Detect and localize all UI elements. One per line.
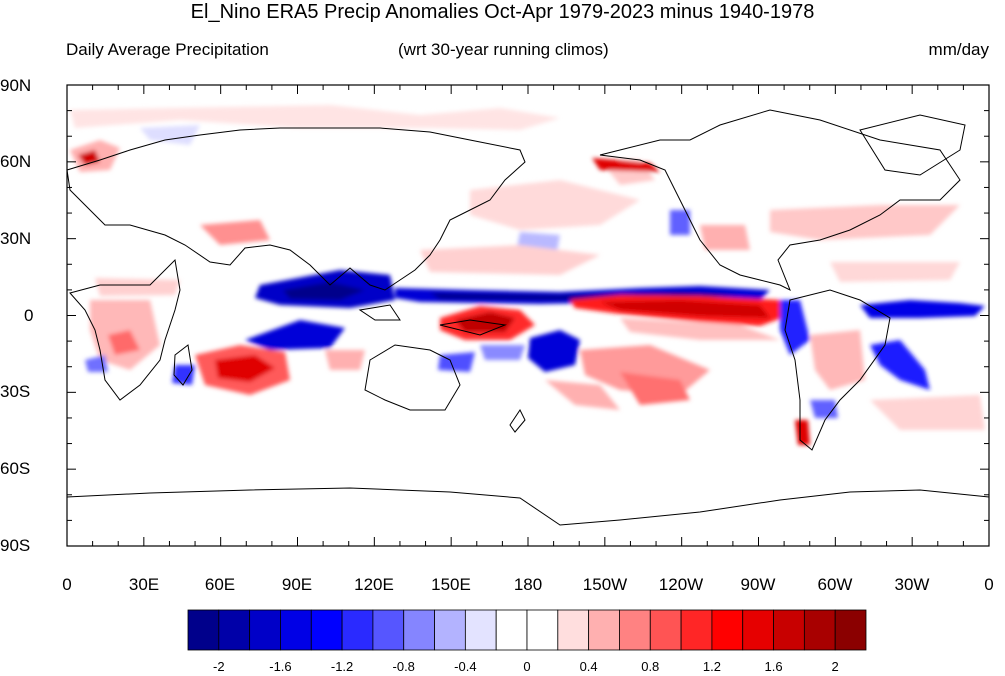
lat-label: 90N bbox=[0, 76, 32, 95]
colorbar-label: 0 bbox=[523, 659, 531, 674]
lon-label: 90W bbox=[740, 575, 776, 594]
map-background bbox=[67, 85, 989, 546]
lon-label: 90E bbox=[281, 575, 313, 594]
lon-label: 180 bbox=[513, 575, 543, 594]
colorbar-swatch bbox=[649, 609, 682, 651]
colorbar-swatch bbox=[464, 609, 497, 651]
colorbar-label: -1.6 bbox=[269, 659, 292, 674]
colorbar-swatch bbox=[588, 609, 620, 651]
colorbar-label: -1.2 bbox=[330, 659, 354, 674]
colorbar-swatch bbox=[619, 609, 651, 651]
coastlines bbox=[66, 109, 990, 526]
lat-label: 30N bbox=[0, 229, 32, 248]
colorbar-swatch bbox=[495, 609, 528, 651]
colorbar-label: -0.4 bbox=[454, 659, 477, 674]
colorbar-label: -0.8 bbox=[392, 659, 415, 674]
colorbar-swatch bbox=[773, 609, 805, 651]
colorbar-swatch bbox=[742, 609, 774, 651]
colorbar-swatch bbox=[403, 609, 435, 651]
colorbar-swatch bbox=[434, 609, 466, 651]
subtitle-note: (wrt 30-year running climos) bbox=[398, 40, 609, 59]
lon-label: 0 bbox=[984, 575, 994, 594]
colorbar-swatch bbox=[803, 609, 836, 651]
colorbar-label: 1.2 bbox=[702, 659, 721, 674]
colorbar-label: 1.6 bbox=[764, 659, 783, 674]
lon-label: 150E bbox=[431, 575, 471, 594]
lon-label: 30W bbox=[894, 575, 930, 594]
lon-label: 0 bbox=[62, 575, 72, 594]
colorbar-swatch bbox=[557, 609, 590, 651]
colorbar-swatch bbox=[341, 609, 374, 651]
lon-label: 150W bbox=[582, 575, 628, 594]
colorbar-swatch bbox=[372, 609, 405, 651]
lat-label: 90S bbox=[0, 536, 31, 555]
colorbar-label: -2 bbox=[213, 659, 225, 674]
colorbar-swatch bbox=[187, 609, 220, 651]
subtitle-variable: Daily Average Precipitation bbox=[66, 40, 269, 59]
colorbar-swatch bbox=[834, 609, 867, 651]
lon-label: 30E bbox=[128, 575, 160, 594]
colorbar-label: 0.8 bbox=[641, 659, 660, 674]
colorbar-label: 0.4 bbox=[579, 659, 598, 674]
lon-label: 120E bbox=[354, 575, 394, 594]
lat-label: 60S bbox=[0, 459, 31, 478]
colorbar bbox=[187, 609, 867, 651]
lat-label: 0 bbox=[24, 306, 34, 325]
lon-label: 120W bbox=[658, 575, 704, 594]
lon-label: 60E bbox=[204, 575, 236, 594]
colorbar-swatch bbox=[280, 609, 312, 651]
map-title: El_Nino ERA5 Precip Anomalies Oct-Apr 19… bbox=[190, 1, 815, 23]
colorbar-swatch bbox=[680, 609, 713, 651]
colorbar-label: 2 bbox=[831, 659, 839, 674]
lat-label: 30S bbox=[0, 382, 31, 401]
lon-label: 60W bbox=[817, 575, 853, 594]
colorbar-swatch bbox=[249, 609, 281, 651]
anomaly-field bbox=[70, 105, 985, 445]
axis-ticks bbox=[66, 84, 990, 547]
colorbar-swatch bbox=[711, 609, 744, 651]
subtitle-units: mm/day bbox=[928, 40, 989, 59]
colorbar-swatch bbox=[310, 609, 343, 651]
colorbar-swatch bbox=[526, 609, 559, 651]
lat-label: 60N bbox=[0, 152, 32, 171]
colorbar-swatch bbox=[218, 609, 251, 651]
